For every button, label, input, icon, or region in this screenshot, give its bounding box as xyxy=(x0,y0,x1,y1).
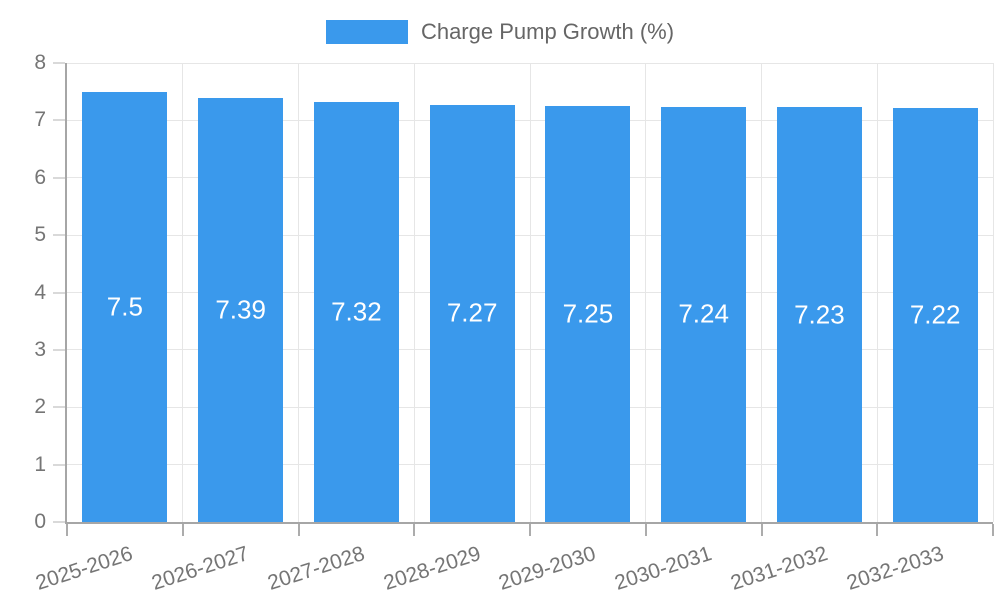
bar[interactable]: 7.24 xyxy=(661,106,747,522)
bar-value-label: 7.27 xyxy=(446,297,498,328)
x-tick-label: 2029-2030 xyxy=(496,542,599,595)
bar[interactable]: 7.27 xyxy=(429,104,515,522)
y-tick-mark xyxy=(53,291,65,294)
x-tick-mark xyxy=(413,524,416,536)
x-tick-mark xyxy=(992,524,994,536)
y-tick-label: 6 xyxy=(34,165,46,189)
bar[interactable]: 7.39 xyxy=(198,97,284,522)
bar[interactable]: 7.5 xyxy=(82,91,168,522)
legend-label: Charge Pump Growth (%) xyxy=(420,19,675,44)
bar-value-label: 7.22 xyxy=(909,299,961,330)
y-axis-labels: 0 1 2 3 4 5 6 7 8 xyxy=(0,51,46,533)
y-tick-mark xyxy=(53,176,65,179)
legend[interactable]: Charge Pump Growth (%) xyxy=(0,19,1000,44)
gridline-vertical xyxy=(645,63,647,522)
y-tick-label: 2 xyxy=(34,395,46,419)
y-tick-mark xyxy=(53,348,65,351)
y-tick-label: 5 xyxy=(34,223,46,247)
bar[interactable]: 7.22 xyxy=(892,107,978,522)
gridline-vertical xyxy=(298,63,299,522)
x-tick-mark xyxy=(181,524,184,536)
bar-value-label: 7.39 xyxy=(215,294,266,325)
x-tick-label: 2031-2032 xyxy=(727,542,831,595)
y-tick-label: 3 xyxy=(34,337,46,361)
x-tick-mark xyxy=(297,524,300,536)
bar-value-label: 7.23 xyxy=(794,299,845,330)
y-tick-label: 1 xyxy=(34,452,46,476)
x-tick-label: 2028-2029 xyxy=(380,542,484,595)
x-tick-label: 2025-2026 xyxy=(33,542,136,595)
x-tick-label: 2030-2031 xyxy=(612,542,715,595)
bar[interactable]: 7.32 xyxy=(313,102,399,522)
gridline-vertical xyxy=(876,63,878,522)
bar-value-label: 7.32 xyxy=(331,296,382,327)
gridline-vertical xyxy=(182,63,184,522)
x-tick-mark xyxy=(66,524,68,536)
x-tick-label: 2032-2033 xyxy=(843,542,947,595)
legend-swatch xyxy=(325,19,408,44)
gridline-vertical xyxy=(992,63,994,522)
y-tick-mark xyxy=(53,62,65,64)
gridline-vertical xyxy=(413,63,415,522)
y-tick-label: 4 xyxy=(34,280,46,304)
y-axis-line xyxy=(65,63,67,524)
y-tick-mark xyxy=(53,406,65,409)
x-tick-mark xyxy=(529,524,531,536)
bar-value-label: 7.24 xyxy=(678,298,729,329)
y-tick-label: 7 xyxy=(34,108,46,132)
bar-value-label: 7.5 xyxy=(106,291,143,322)
x-tick-mark xyxy=(876,524,879,536)
x-tick-label: 2027-2028 xyxy=(264,542,368,595)
gridline-vertical xyxy=(761,63,762,522)
x-axis-line xyxy=(65,522,993,524)
bar[interactable]: 7.23 xyxy=(776,107,862,522)
gridline-vertical xyxy=(529,63,531,522)
y-tick-label: 8 xyxy=(34,51,46,74)
x-tick-label: 2026-2027 xyxy=(149,542,252,595)
bar[interactable]: 7.25 xyxy=(545,106,631,522)
bar-value-label: 7.25 xyxy=(562,298,614,329)
y-tick-mark xyxy=(53,234,65,237)
y-tick-mark xyxy=(53,521,65,523)
x-tick-mark xyxy=(760,524,763,536)
x-tick-mark xyxy=(644,524,647,536)
y-tick-label: 0 xyxy=(34,510,46,533)
y-tick-mark xyxy=(53,119,65,122)
y-tick-mark xyxy=(53,463,65,466)
